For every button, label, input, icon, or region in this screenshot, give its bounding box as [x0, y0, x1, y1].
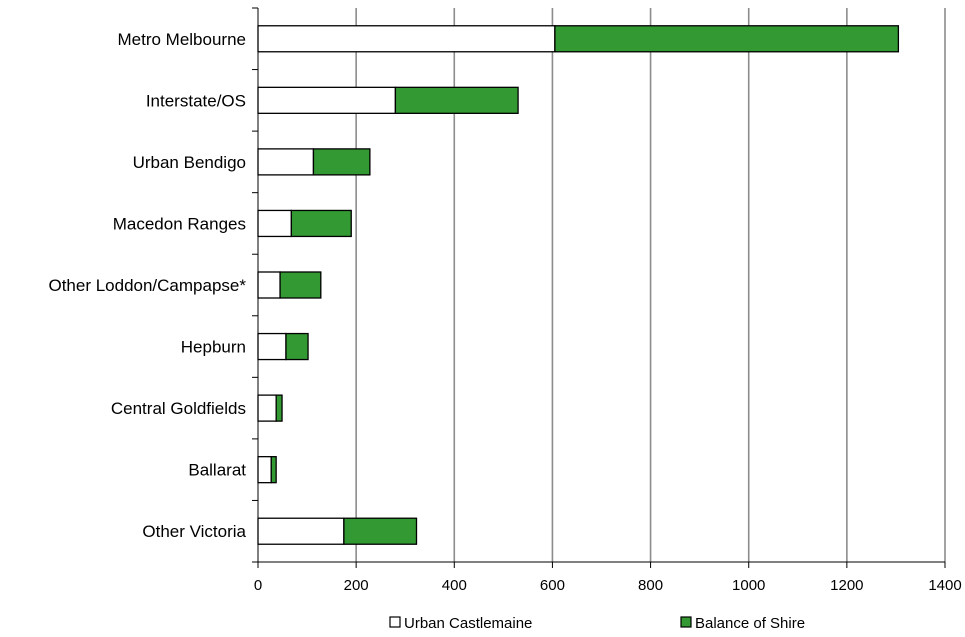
axes	[252, 7, 946, 568]
category-label: Other Victoria	[142, 522, 246, 541]
bar-balance-of-shire	[312, 148, 371, 176]
category-label: Interstate/OS	[146, 91, 246, 110]
bar-balance-of-shire	[270, 456, 277, 484]
x-tick-label: 600	[540, 577, 565, 594]
bar-urban-castlemaine	[257, 148, 315, 176]
legend-label-1: Balance of Shire	[695, 615, 805, 632]
bar-urban-castlemaine	[257, 86, 397, 114]
category-label: Urban Bendigo	[133, 153, 246, 172]
bar-urban-castlemaine	[257, 517, 345, 545]
x-tick-label: 1000	[732, 577, 765, 594]
bar-balance-of-shire	[554, 25, 900, 53]
legend-swatch-1	[680, 616, 692, 628]
legend: Urban Castlemaine Balance of Shire	[389, 615, 805, 632]
category-label: Ballarat	[188, 461, 246, 480]
bar-urban-castlemaine	[257, 332, 287, 361]
category-label: Central Goldfields	[111, 399, 246, 418]
legend-label-0: Urban Castlemaine	[404, 615, 532, 632]
bar-urban-castlemaine	[257, 209, 293, 238]
bar-balance-of-shire	[290, 209, 352, 238]
bar-balance-of-shire	[394, 86, 519, 114]
category-label: Other Loddon/Campapse*	[48, 276, 246, 295]
x-tick-labels: 0 200 400 600 800 1000 1200 1400	[254, 577, 962, 594]
legend-swatch-0	[389, 616, 401, 628]
bar-balance-of-shire	[279, 271, 322, 299]
x-tick-label: 1400	[928, 577, 961, 594]
category-label: Metro Melbourne	[117, 30, 246, 49]
category-labels: Metro Melbourne Interstate/OS Urban Bendig…	[48, 30, 246, 541]
bar-urban-castlemaine	[257, 25, 556, 53]
bar-urban-castlemaine	[257, 456, 272, 484]
x-tick-label: 1200	[830, 577, 863, 594]
bar-urban-castlemaine	[257, 271, 281, 299]
x-tick-label: 800	[638, 577, 663, 594]
x-tick-label: 200	[344, 577, 369, 594]
category-label: Hepburn	[181, 338, 246, 357]
bars	[257, 25, 900, 545]
bar-balance-of-shire	[285, 332, 309, 361]
bar-balance-of-shire	[275, 394, 283, 422]
bar-balance-of-shire	[343, 517, 418, 545]
x-tick-label: 400	[442, 577, 467, 594]
x-tick-label: 0	[254, 577, 262, 594]
bar-urban-castlemaine	[257, 394, 277, 422]
category-label: Macedon Ranges	[113, 214, 246, 233]
